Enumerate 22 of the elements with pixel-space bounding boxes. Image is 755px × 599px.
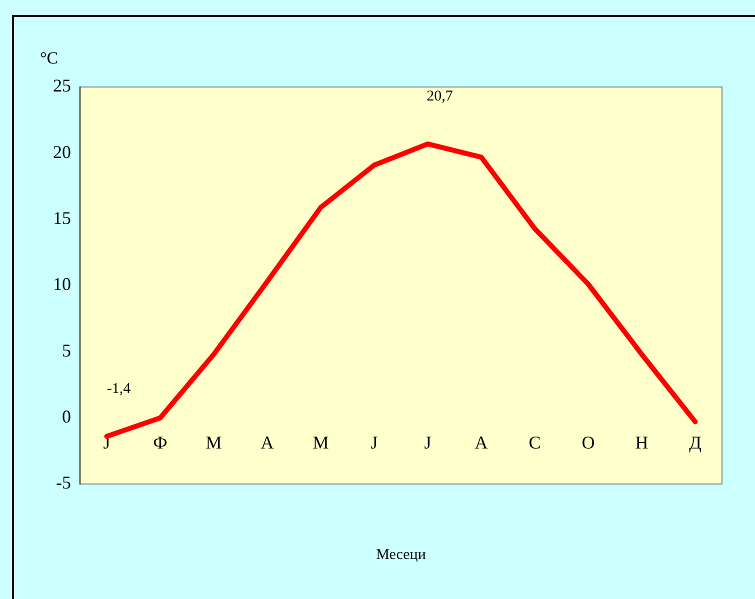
x-tick-label: A [474, 432, 488, 452]
y-tick-label: 0 [62, 406, 71, 427]
x-tick-label: H [635, 432, 648, 452]
data-label: -1,4 [106, 380, 132, 397]
x-tick-label: O [582, 432, 595, 452]
x-tick-label: J [370, 432, 378, 452]
x-tick-label: M [312, 432, 329, 452]
x-axis-title: Месеци [376, 546, 426, 563]
y-tick-label: 5 [62, 340, 71, 360]
x-tick-label: J [424, 432, 432, 452]
y-tick-label: -5 [56, 472, 71, 493]
x-tick-label: Ф [153, 432, 168, 452]
x-tick-label: M [206, 432, 222, 452]
y-tick-label: 10 [53, 274, 71, 294]
y-tick-label: 25 [53, 76, 71, 96]
y-tick-label: 15 [53, 208, 71, 228]
data-label: 20,7 [426, 88, 454, 104]
x-tick-label: Д [689, 432, 702, 452]
x-tick-label: C [528, 432, 541, 452]
x-tick-label: A [260, 432, 274, 452]
y-axis-title: °C [40, 48, 58, 68]
y-tick-label: 20 [53, 142, 71, 162]
